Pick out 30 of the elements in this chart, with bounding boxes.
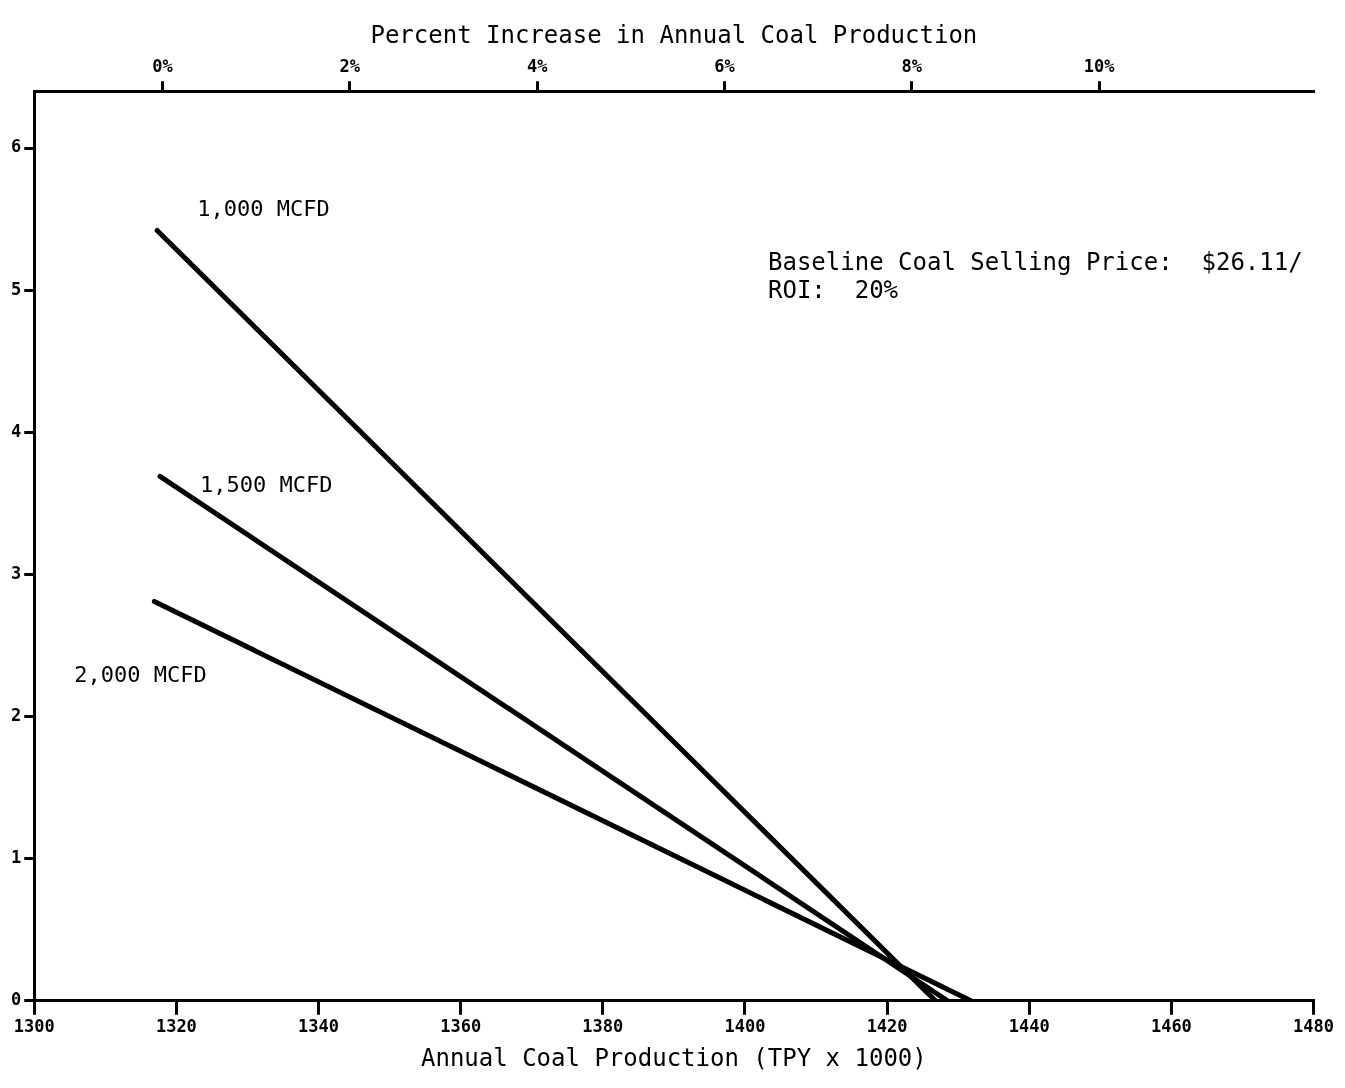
x-tick-label: 1380	[582, 1016, 624, 1037]
series-label: 1,500 MCFD	[200, 472, 333, 498]
y-tick-label: 1	[10, 847, 22, 868]
x-tick-label: 1460	[1150, 1016, 1192, 1037]
series-label: 1,000 MCFD	[197, 196, 330, 222]
y-tick-label: 3	[10, 562, 22, 583]
x2-tick-label: 4%	[526, 56, 549, 77]
x-tick-label: 1480	[1293, 1016, 1335, 1037]
x2-tick-label: 6%	[714, 56, 736, 77]
y-tick-label: 4	[10, 420, 22, 441]
y-tick-label: 6	[10, 136, 22, 157]
annotation: ROI: 20%	[768, 276, 900, 304]
x-axis-title: Annual Coal Production (TPY x 1000)	[421, 1043, 927, 1072]
x-tick-label: 1400	[724, 1016, 766, 1037]
y-tick-label: 5	[10, 278, 22, 299]
x-tick-label: 1320	[155, 1016, 197, 1037]
x-tick-label: 1360	[440, 1016, 482, 1037]
x2-tick-label: 10%	[1083, 56, 1116, 77]
annotation: Baseline Coal Selling Price: $26.11/	[768, 248, 1303, 276]
x2-tick-label: 2%	[339, 56, 361, 77]
y-tick-label: 2	[10, 704, 22, 725]
x-tick-label: 1300	[13, 1016, 55, 1037]
x2-tick-label: 0%	[152, 56, 174, 77]
x2-tick-label: 8%	[901, 56, 923, 77]
x-tick-label: 1420	[866, 1016, 908, 1037]
x2-axis-title: Percent Increase in Annual Coal Production	[370, 20, 978, 49]
x-tick-label: 1340	[298, 1016, 339, 1037]
x-tick-label: 1440	[1008, 1016, 1050, 1037]
y-tick-label: 0	[10, 989, 22, 1010]
series-label: 2,000 MCFD	[74, 662, 207, 688]
